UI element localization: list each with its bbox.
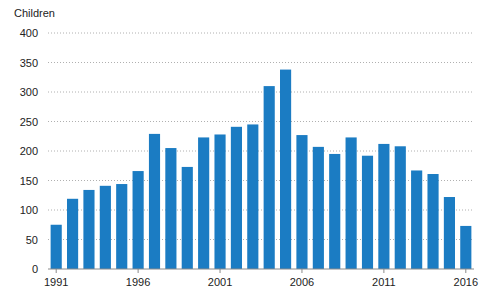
grid-line bbox=[48, 239, 474, 240]
bar bbox=[378, 144, 389, 269]
grid-line bbox=[48, 151, 474, 152]
y-tick-label: 200 bbox=[20, 145, 38, 157]
bar bbox=[83, 190, 94, 269]
bar bbox=[329, 154, 340, 269]
chart: Children 0 50 100 150 200 250 300 350 400 1991 1996… bbox=[0, 0, 492, 303]
grid-line bbox=[48, 121, 474, 122]
x-tick-label: 1996 bbox=[126, 276, 150, 288]
bar bbox=[182, 167, 193, 269]
grid-line bbox=[48, 210, 474, 211]
bars bbox=[51, 70, 472, 269]
y-tick-label: 0 bbox=[32, 263, 38, 275]
bar bbox=[411, 170, 422, 269]
y-axis-label: Children bbox=[14, 7, 55, 19]
x-tick-label: 2016 bbox=[454, 276, 478, 288]
bar bbox=[100, 186, 111, 269]
y-tick-label: 400 bbox=[20, 27, 38, 39]
bar bbox=[51, 225, 62, 269]
y-tick-label: 150 bbox=[20, 175, 38, 187]
bar bbox=[395, 146, 406, 269]
bar bbox=[133, 171, 144, 269]
x-tick bbox=[220, 269, 221, 273]
bar bbox=[231, 127, 242, 269]
x-tick-label: 1991 bbox=[44, 276, 68, 288]
grid-line bbox=[48, 180, 474, 181]
y-tick-label: 50 bbox=[26, 234, 38, 246]
bar bbox=[198, 137, 209, 269]
grid-line bbox=[48, 33, 474, 34]
y-tick-label: 300 bbox=[20, 86, 38, 98]
bar bbox=[116, 184, 127, 269]
bar bbox=[149, 134, 160, 269]
bar bbox=[313, 147, 324, 269]
x-tick bbox=[383, 269, 384, 273]
bar bbox=[214, 134, 225, 269]
bar bbox=[346, 137, 357, 269]
x-tick bbox=[56, 269, 57, 273]
bar bbox=[444, 197, 455, 269]
bar bbox=[280, 70, 291, 269]
grid-line bbox=[48, 92, 474, 93]
bar bbox=[165, 148, 176, 269]
y-tick-label: 350 bbox=[20, 57, 38, 69]
x-tick-label: 2006 bbox=[290, 276, 314, 288]
bar bbox=[67, 199, 78, 269]
x-tick-label: 2001 bbox=[208, 276, 232, 288]
bar bbox=[264, 86, 275, 269]
x-axis bbox=[48, 269, 474, 270]
bar bbox=[296, 135, 307, 269]
bar bbox=[460, 226, 471, 269]
grid-line bbox=[48, 62, 474, 63]
x-tick-label: 2011 bbox=[372, 276, 396, 288]
x-tick bbox=[301, 269, 302, 273]
x-tick bbox=[138, 269, 139, 273]
bar bbox=[247, 124, 258, 269]
y-tick-label: 100 bbox=[20, 204, 38, 216]
x-tick bbox=[465, 269, 466, 273]
bar bbox=[427, 174, 438, 269]
bar bbox=[362, 156, 373, 269]
y-tick-label: 250 bbox=[20, 116, 38, 128]
